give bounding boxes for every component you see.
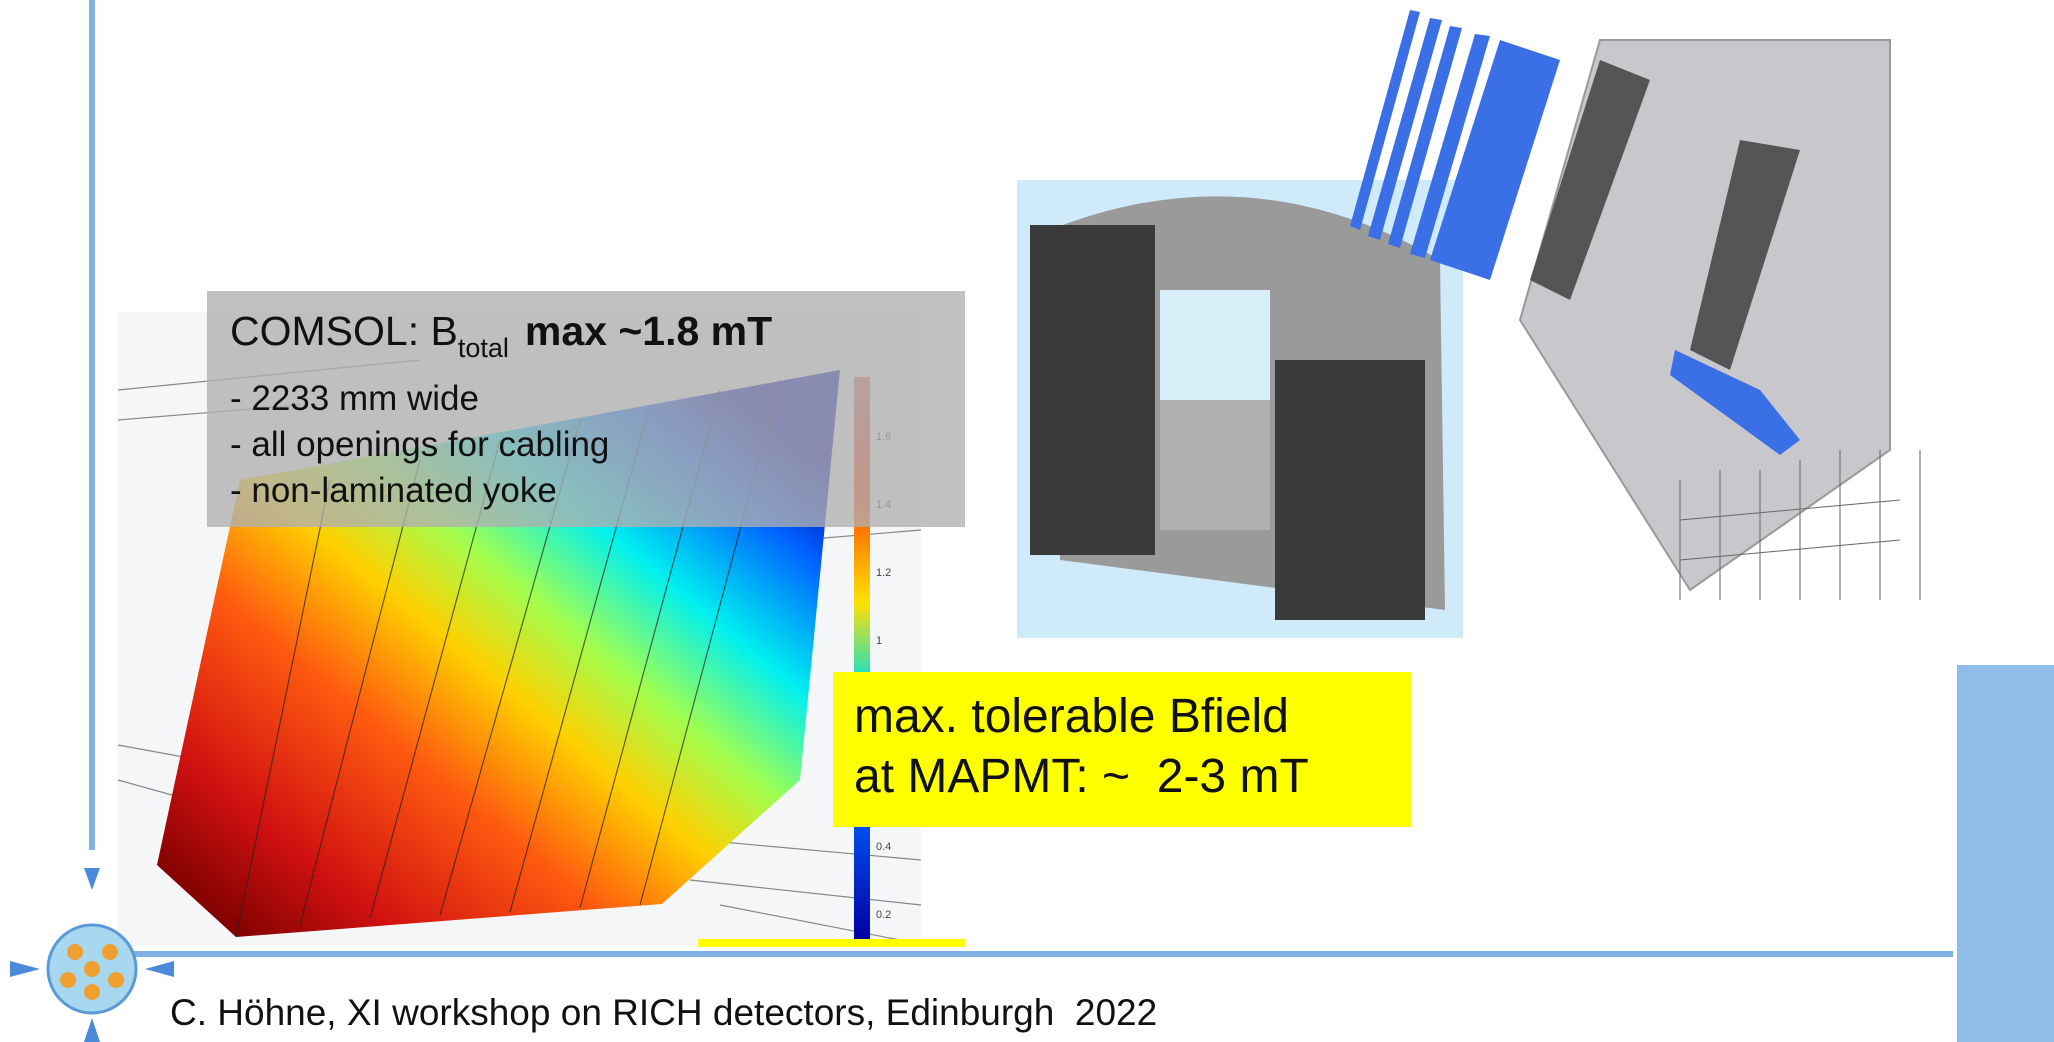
footer: C. Höhne, XI workshop on RICH detectors,… <box>170 992 1157 1033</box>
highlight-line: at MAPMT: ~ 2-3 mT <box>854 750 1309 803</box>
page: 1.61.41.210.40.2 COMSOL: Btotalmax ~1.8 … <box>0 0 2054 1042</box>
label-subscript: total <box>458 333 509 363</box>
slide: 1.61.41.210.40.2 COMSOL: Btotalmax ~1.8 … <box>0 0 2054 1042</box>
highlight-line: max. tolerable Bfield <box>854 690 1289 743</box>
colorbar-tick: 0.4 <box>876 841 891 853</box>
bullet: - non-laminated yoke <box>230 471 557 510</box>
side-block <box>1957 665 2054 1042</box>
bullet: - all openings for cabling <box>230 425 609 464</box>
label-emphasis: max ~1.8 mT <box>525 308 772 354</box>
label-prefix: COMSOL: B <box>230 308 458 354</box>
colorbar-tick: 0.2 <box>876 909 891 921</box>
cad-image <box>1017 180 1463 638</box>
frame-line <box>89 0 95 850</box>
colorbar-tick: 1.2 <box>876 567 891 579</box>
frame-line <box>131 951 1953 957</box>
bullet: - 2233 mm wide <box>230 379 479 418</box>
colorbar-tick: 1 <box>876 635 882 647</box>
highlight-strip <box>698 939 965 947</box>
